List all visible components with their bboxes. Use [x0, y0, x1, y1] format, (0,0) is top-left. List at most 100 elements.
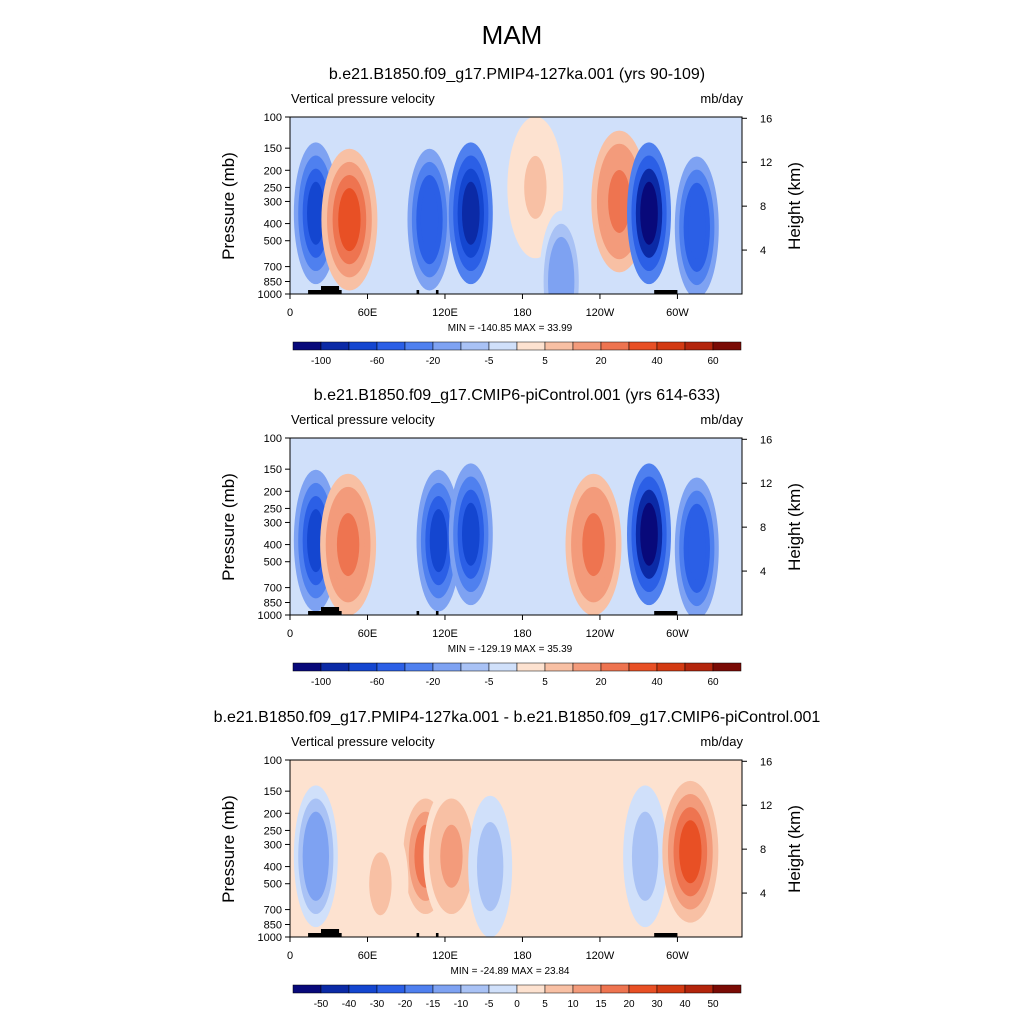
x-tick-label: 60E — [358, 307, 378, 319]
y-tick-label: 700 — [264, 905, 282, 917]
colorbar-swatch — [516, 984, 546, 994]
colorbar-swatch — [544, 341, 574, 351]
height-tick-label: 12 — [760, 478, 772, 490]
y-tick-label: 400 — [264, 862, 282, 874]
height-tick-label: 4 — [760, 888, 766, 900]
colorbar-label: -20 — [426, 356, 441, 367]
x-tick-label: 120E — [432, 307, 458, 319]
colorbar-label: 5 — [542, 677, 548, 688]
topography-mask — [416, 933, 420, 937]
colorbar-label: 5 — [542, 999, 548, 1010]
height-tick-label: 8 — [760, 522, 766, 534]
x-tick-label: 120W — [586, 628, 615, 640]
field-cell — [440, 824, 463, 888]
colorbar: -100 -60 -20 -5 5 20 40 60 — [292, 662, 742, 688]
colorbar-swatch — [572, 662, 602, 672]
y-tick-label: 250 — [264, 825, 282, 837]
field-cell — [307, 181, 325, 245]
colorbar-label: -10 — [454, 999, 469, 1010]
field-cell — [481, 835, 499, 899]
y-tick-label: 300 — [264, 196, 282, 208]
colorbar-label: 15 — [595, 999, 607, 1010]
colorbar-swatch — [376, 984, 406, 994]
units-label: mb/day — [700, 734, 743, 749]
x-tick-label: 60W — [666, 950, 689, 962]
height-tick-label: 8 — [760, 201, 766, 213]
contour-plot — [290, 117, 742, 294]
variable-label: Vertical pressure velocity — [291, 734, 435, 749]
colorbar-swatch — [516, 341, 546, 351]
y-tick-label: 200 — [264, 165, 282, 177]
panel-title: b.e21.B1850.f09_g17.PMIP4-127ka.001 - b.… — [214, 709, 821, 726]
colorbar-swatch — [292, 341, 322, 351]
y-tick-label: 200 — [264, 808, 282, 820]
height-tick-label: 16 — [760, 113, 772, 125]
colorbar-swatch — [656, 984, 686, 994]
topography-mask — [654, 933, 678, 937]
colorbar-swatch — [572, 984, 602, 994]
colorbar-label: -20 — [398, 999, 413, 1010]
topography-mask — [320, 929, 340, 937]
colorbar-label: -60 — [370, 677, 385, 688]
longitude-axis: 0 60E 120E 180 120W 60W — [287, 937, 689, 962]
height-axis: 16 12 8 4 — [742, 434, 772, 578]
colorbar-swatch — [460, 984, 490, 994]
colorbar-label: 5 — [542, 356, 548, 367]
height-tick-label: 12 — [760, 157, 772, 169]
field-cell — [429, 509, 448, 573]
colorbar-swatch — [432, 662, 462, 672]
colorbar-swatch — [432, 341, 462, 351]
colorbar-label: -5 — [485, 356, 494, 367]
y-axis-title: Pressure (mb) — [219, 152, 238, 260]
x-tick-label: 60W — [666, 307, 689, 319]
colorbar-swatch — [684, 341, 714, 351]
colorbar-label: 20 — [623, 999, 635, 1010]
units-label: mb/day — [700, 91, 743, 106]
field-cell — [462, 181, 480, 245]
x-tick-label: 180 — [513, 950, 531, 962]
colorbar-swatch — [684, 662, 714, 672]
y-tick-label: 100 — [264, 433, 282, 445]
colorbar-label: -100 — [311, 677, 331, 688]
topography-mask — [654, 290, 678, 294]
y-tick-label: 850 — [264, 598, 282, 610]
height-tick-label: 4 — [760, 566, 766, 578]
colorbar-swatch — [376, 341, 406, 351]
y-tick-label: 850 — [264, 920, 282, 932]
topography-mask — [435, 611, 439, 615]
colorbar-swatch — [348, 984, 378, 994]
variable-label: Vertical pressure velocity — [291, 91, 435, 106]
colorbar-label: -30 — [370, 999, 385, 1010]
colorbar-swatch — [684, 984, 714, 994]
y-tick-label: 200 — [264, 486, 282, 498]
colorbar-swatch — [600, 662, 630, 672]
colorbar-swatch — [348, 662, 378, 672]
colorbar: -100 -60 -20 -5 5 20 40 60 — [292, 341, 742, 367]
colorbar-label: 0 — [514, 999, 520, 1010]
colorbar-swatch — [656, 341, 686, 351]
x-tick-label: 120E — [432, 628, 458, 640]
colorbar-label: -100 — [311, 356, 331, 367]
colorbar-swatch — [712, 341, 742, 351]
longitude-axis: 0 60E 120E 180 120W 60W — [287, 615, 689, 640]
colorbar-label: -20 — [426, 677, 441, 688]
topography-mask — [435, 290, 439, 294]
y-axis-right-title: Height (km) — [785, 483, 804, 571]
y-axis-right-title: Height (km) — [785, 162, 804, 250]
colorbar-swatch — [544, 662, 574, 672]
colorbar-label: 60 — [707, 677, 719, 688]
colorbar-swatch — [488, 984, 518, 994]
colorbar-label: 60 — [707, 356, 719, 367]
colorbar-swatch — [432, 984, 462, 994]
colorbar-label: -15 — [426, 999, 441, 1010]
colorbar-swatch — [348, 341, 378, 351]
y-tick-label: 1000 — [258, 932, 282, 944]
y-tick-label: 150 — [264, 143, 282, 155]
colorbar-label: -60 — [370, 356, 385, 367]
units-label: mb/day — [700, 412, 743, 427]
x-tick-label: 0 — [287, 628, 293, 640]
min-max-stats: MIN = -24.89 MAX = 23.84 — [451, 966, 570, 977]
colorbar-label: -40 — [342, 999, 357, 1010]
